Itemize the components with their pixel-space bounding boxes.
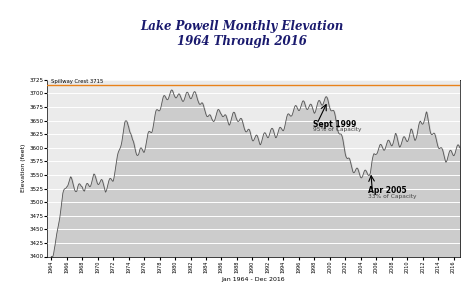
Text: Spillway Crest 3715: Spillway Crest 3715	[51, 80, 104, 84]
Text: Apr 2005: Apr 2005	[368, 186, 407, 196]
Text: Sept 1999: Sept 1999	[313, 120, 356, 129]
X-axis label: Jan 1964 - Dec 2016: Jan 1964 - Dec 2016	[222, 277, 285, 282]
Text: 33% of Capacity: 33% of Capacity	[368, 194, 417, 199]
Text: Lake Powell Monthly Elevation
1964 Through 2016: Lake Powell Monthly Elevation 1964 Throu…	[140, 20, 343, 48]
Text: 95% of Capacity: 95% of Capacity	[313, 127, 361, 133]
Y-axis label: Elevation (feet): Elevation (feet)	[21, 144, 27, 192]
